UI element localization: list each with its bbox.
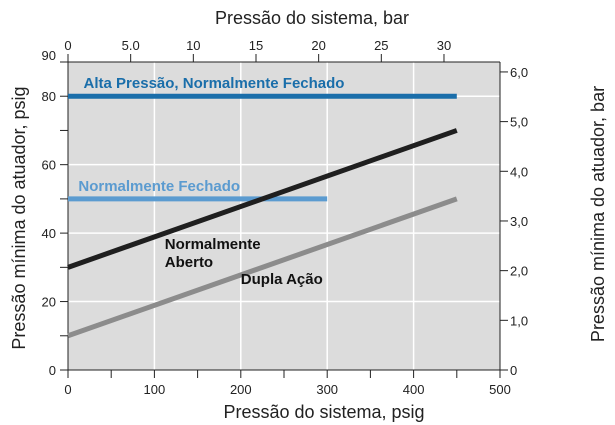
y-left-tick-label: 90	[42, 48, 56, 63]
y-left-tick-label: 40	[42, 226, 56, 241]
x-bottom-tick-label: 400	[403, 382, 425, 397]
y-right-axis-title: Pressão mínima do atuador, bar	[588, 86, 608, 342]
y-left-tick-label: 60	[42, 158, 56, 173]
x-top-tick-label: 0	[64, 38, 71, 53]
series-line-2	[67, 128, 458, 270]
series-label-2-line-2: Aberto	[165, 254, 213, 271]
y-right-tick-label: 3,0	[510, 214, 528, 229]
x-top-tick-label: 5.0	[122, 38, 140, 53]
y-right-tick-label: 5,0	[510, 115, 528, 130]
grid	[68, 62, 500, 370]
series-labels: Alta Pressão, Normalmente Fechado Normalm…	[78, 75, 344, 288]
x-bottom-tick-label: 500	[489, 382, 511, 397]
x-top-tick-label: 25	[374, 38, 388, 53]
series-line-3	[67, 196, 458, 339]
y-right-tick-label: 4,0	[510, 164, 528, 179]
y-right-tick-label: 6,0	[510, 65, 528, 80]
x-bottom-tick-label: 100	[144, 382, 166, 397]
x-bottom-tick-label: 200	[230, 382, 252, 397]
x-top-tick-label: 15	[249, 38, 263, 53]
plot-area	[68, 62, 500, 370]
x-top-tick-label: 20	[311, 38, 325, 53]
series-label-1: Normalmente Fechado	[78, 178, 240, 195]
y-left-tick-label: 80	[42, 89, 56, 104]
y-left-axis-title: Pressão mínima do atuador, psig	[9, 86, 29, 349]
x-bottom-axis-title: Pressão do sistema, psig	[223, 402, 424, 422]
x-top-tick-label: 30	[437, 38, 451, 53]
x-bottom-tick-label: 300	[316, 382, 338, 397]
series-label-2: Dupla Ação	[241, 271, 323, 288]
series-label-0: Alta Pressão, Normalmente Fechado	[84, 75, 345, 92]
y-right-tick-label: 1,0	[510, 313, 528, 328]
x-bottom-tick-label: 0	[64, 382, 71, 397]
x-top-axis-title: Pressão do sistema, bar	[215, 8, 409, 28]
y-left-tick-label: 0	[49, 363, 56, 378]
series-label-2-line-1: Normalmente	[165, 236, 261, 253]
y-right-tick-label: 0	[510, 363, 517, 378]
series-group	[67, 93, 458, 339]
y-right-tick-label: 2,0	[510, 264, 528, 279]
x-top-tick-label: 10	[186, 38, 200, 53]
y-left-tick-label: 20	[42, 295, 56, 310]
